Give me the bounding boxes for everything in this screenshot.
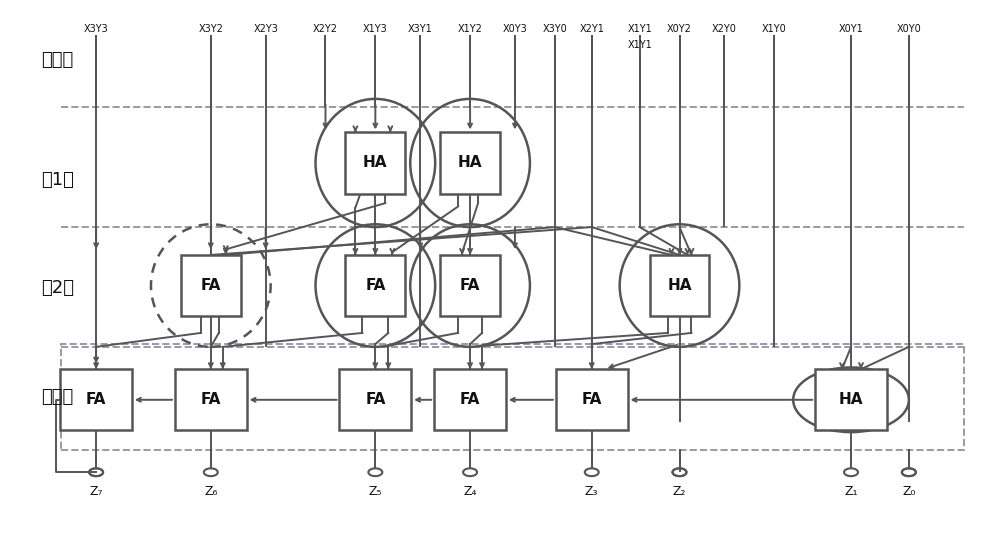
Bar [181,255,241,316]
Text: 第1级: 第1级 [41,171,74,189]
Text: FA: FA [460,278,480,293]
Text: FA: FA [365,278,386,293]
Bar [61,344,964,450]
Bar [60,369,132,431]
Text: X3Y0: X3Y0 [542,24,567,34]
Text: HA: HA [458,156,482,170]
Text: X1Y1: X1Y1 [627,40,652,50]
Text: FA: FA [201,278,221,293]
Text: X0Y2: X0Y2 [667,24,692,34]
Text: Z₀: Z₀ [902,484,916,497]
Bar [440,132,500,194]
Text: HA: HA [363,156,388,170]
Bar [434,369,506,431]
Text: X2Y0: X2Y0 [712,24,737,34]
Text: X1Y3: X1Y3 [363,24,388,34]
Text: X2Y3: X2Y3 [253,24,278,34]
Bar [650,255,709,316]
Bar [345,132,405,194]
Text: 输出级: 输出级 [41,388,74,406]
Text: Z₃: Z₃ [585,484,598,497]
Bar [440,255,500,316]
Bar [815,369,887,431]
Text: X1Y0: X1Y0 [762,24,787,34]
Text: Z₄: Z₄ [463,484,477,497]
Text: HA: HA [667,278,692,293]
Text: X3Y1: X3Y1 [408,24,433,34]
Text: X2Y2: X2Y2 [313,24,338,34]
Text: X0Y0: X0Y0 [896,24,921,34]
Text: FA: FA [365,393,386,407]
Bar [175,369,247,431]
Text: X1Y1: X1Y1 [627,24,652,34]
Text: 第2级: 第2级 [41,279,74,297]
Bar [556,369,628,431]
Text: Z₇: Z₇ [89,484,103,497]
Text: FA: FA [86,393,106,407]
Text: X0Y3: X0Y3 [503,24,527,34]
Text: Z₆: Z₆ [204,484,217,497]
Text: HA: HA [839,393,863,407]
Text: 部分积: 部分积 [41,51,74,69]
Text: FA: FA [460,393,480,407]
Bar [339,369,411,431]
Text: FA: FA [201,393,221,407]
Bar [345,255,405,316]
Text: X1Y2: X1Y2 [458,24,483,34]
Text: Z₂: Z₂ [673,484,686,497]
Text: X3Y3: X3Y3 [84,24,108,34]
Text: X0Y1: X0Y1 [839,24,863,34]
Text: Z₁: Z₁ [844,484,858,497]
Text: Z₅: Z₅ [369,484,382,497]
Text: X2Y1: X2Y1 [579,24,604,34]
Text: FA: FA [582,393,602,407]
Text: X3Y2: X3Y2 [198,24,223,34]
